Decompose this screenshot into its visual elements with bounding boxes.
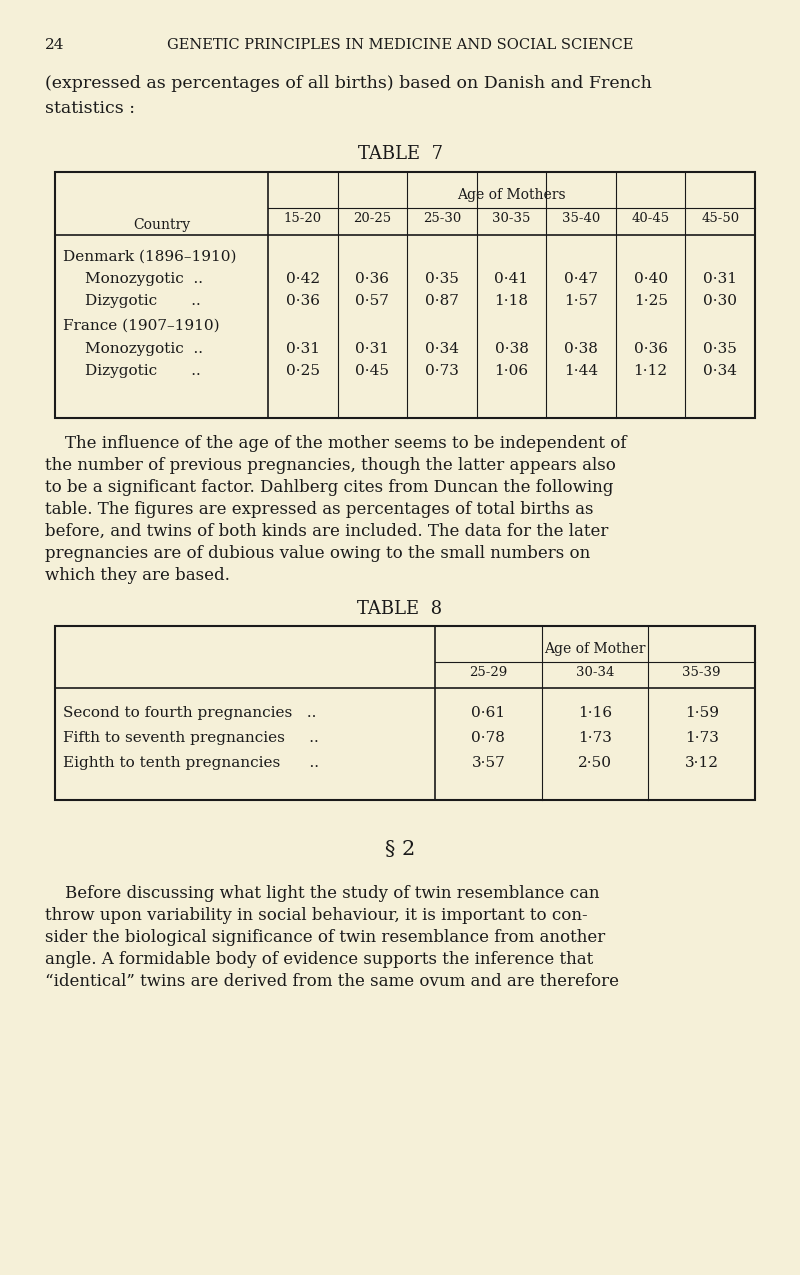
Text: Before discussing what light the study of twin resemblance can: Before discussing what light the study o…: [65, 885, 599, 901]
Text: 2·50: 2·50: [578, 756, 612, 770]
Text: which they are based.: which they are based.: [45, 567, 230, 584]
Text: 0·73: 0·73: [425, 363, 459, 377]
Text: The influence of the age of the mother seems to be independent of: The influence of the age of the mother s…: [65, 435, 626, 453]
Text: statistics :: statistics :: [45, 99, 135, 117]
Text: 0·34: 0·34: [425, 342, 459, 356]
Text: TABLE  7: TABLE 7: [358, 145, 442, 163]
Text: 40-45: 40-45: [631, 212, 670, 224]
Text: 30-35: 30-35: [492, 212, 530, 224]
Text: 1·57: 1·57: [564, 295, 598, 309]
Text: 1·44: 1·44: [564, 363, 598, 377]
Text: 24: 24: [45, 38, 65, 52]
Text: 0·36: 0·36: [355, 272, 390, 286]
Text: Second to fourth pregnancies   ..: Second to fourth pregnancies ..: [63, 706, 316, 720]
Bar: [55, 626, 755, 799]
Text: angle. A formidable body of evidence supports the inference that: angle. A formidable body of evidence sup…: [45, 951, 594, 968]
Text: 0·31: 0·31: [703, 272, 738, 286]
Text: the number of previous pregnancies, though the latter appears also: the number of previous pregnancies, thou…: [45, 456, 616, 474]
Text: GENETIC PRINCIPLES IN MEDICINE AND SOCIAL SCIENCE: GENETIC PRINCIPLES IN MEDICINE AND SOCIA…: [167, 38, 633, 52]
Text: 0·45: 0·45: [355, 363, 390, 377]
Text: 35-39: 35-39: [682, 666, 721, 680]
Text: 0·57: 0·57: [355, 295, 390, 309]
Text: pregnancies are of dubious value owing to the small numbers on: pregnancies are of dubious value owing t…: [45, 544, 590, 562]
Text: before, and twins of both kinds are included. The data for the later: before, and twins of both kinds are incl…: [45, 523, 608, 541]
Text: to be a significant factor. Dahlberg cites from Duncan the following: to be a significant factor. Dahlberg cit…: [45, 479, 614, 496]
Text: Monozygotic  ..: Monozygotic ..: [85, 272, 203, 286]
Text: Country: Country: [133, 218, 190, 232]
Text: 30-34: 30-34: [576, 666, 614, 680]
Text: Age of Mothers: Age of Mothers: [457, 187, 566, 201]
Text: 35-40: 35-40: [562, 212, 600, 224]
Text: Fifth to seventh pregnancies     ..: Fifth to seventh pregnancies ..: [63, 731, 318, 745]
Text: 1·25: 1·25: [634, 295, 668, 309]
Text: 0·87: 0·87: [425, 295, 459, 309]
Text: 15-20: 15-20: [284, 212, 322, 224]
Text: 0·38: 0·38: [494, 342, 529, 356]
Text: 3·57: 3·57: [471, 756, 506, 770]
Text: 0·41: 0·41: [494, 272, 529, 286]
Text: 0·36: 0·36: [634, 342, 668, 356]
Text: 0·36: 0·36: [286, 295, 320, 309]
Text: 0·35: 0·35: [425, 272, 459, 286]
Text: 1·18: 1·18: [494, 295, 529, 309]
Text: 0·61: 0·61: [471, 706, 506, 720]
Text: Dizygotic       ..: Dizygotic ..: [85, 295, 201, 309]
Text: 0·34: 0·34: [703, 363, 738, 377]
Text: 1·59: 1·59: [685, 706, 718, 720]
Text: 0·40: 0·40: [634, 272, 668, 286]
Text: throw upon variability in social behaviour, it is important to con-: throw upon variability in social behavio…: [45, 907, 588, 924]
Text: 3·12: 3·12: [685, 756, 718, 770]
Text: 0·38: 0·38: [564, 342, 598, 356]
Text: sider the biological significance of twin resemblance from another: sider the biological significance of twi…: [45, 929, 606, 946]
Bar: [55, 172, 755, 418]
Text: 25-30: 25-30: [423, 212, 461, 224]
Text: 45-50: 45-50: [701, 212, 739, 224]
Text: Monozygotic  ..: Monozygotic ..: [85, 342, 203, 356]
Text: 0·30: 0·30: [703, 295, 738, 309]
Text: 0·35: 0·35: [703, 342, 737, 356]
Text: Dizygotic       ..: Dizygotic ..: [85, 363, 201, 377]
Text: 0·42: 0·42: [286, 272, 320, 286]
Text: § 2: § 2: [385, 840, 415, 859]
Text: 1·73: 1·73: [685, 731, 718, 745]
Text: 0·31: 0·31: [355, 342, 390, 356]
Text: TABLE  8: TABLE 8: [358, 601, 442, 618]
Text: 25-29: 25-29: [470, 666, 507, 680]
Text: France (1907–1910): France (1907–1910): [63, 319, 220, 333]
Text: 0·47: 0·47: [564, 272, 598, 286]
Text: (expressed as percentages of all births) based on Danish and French: (expressed as percentages of all births)…: [45, 75, 652, 92]
Text: 1·16: 1·16: [578, 706, 612, 720]
Text: 1·06: 1·06: [494, 363, 529, 377]
Text: “identical” twins are derived from the same ovum and are therefore: “identical” twins are derived from the s…: [45, 973, 619, 989]
Text: 0·78: 0·78: [471, 731, 506, 745]
Text: Denmark (1896–1910): Denmark (1896–1910): [63, 250, 237, 264]
Text: Eighth to tenth pregnancies      ..: Eighth to tenth pregnancies ..: [63, 756, 319, 770]
Text: 1·73: 1·73: [578, 731, 612, 745]
Text: 20-25: 20-25: [354, 212, 391, 224]
Text: table. The figures are expressed as percentages of total births as: table. The figures are expressed as perc…: [45, 501, 594, 518]
Text: 1·12: 1·12: [634, 363, 668, 377]
Text: Age of Mother: Age of Mother: [544, 643, 646, 657]
Text: 0·31: 0·31: [286, 342, 320, 356]
Text: 0·25: 0·25: [286, 363, 320, 377]
